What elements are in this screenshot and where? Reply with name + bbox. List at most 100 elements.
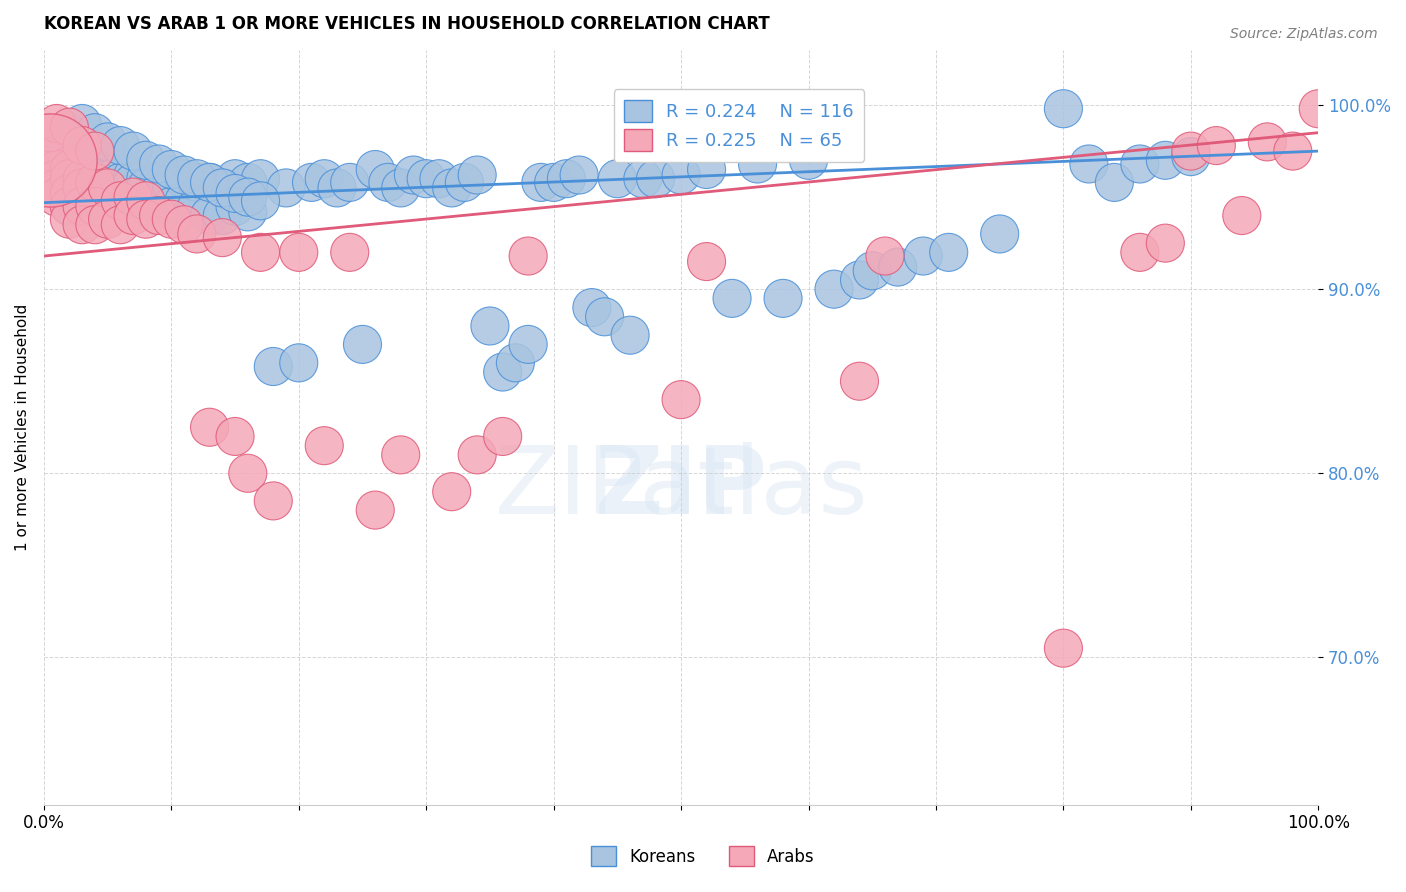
Point xyxy=(848,273,870,287)
Point xyxy=(160,212,183,227)
Point xyxy=(492,365,515,379)
Point xyxy=(70,181,93,195)
Point xyxy=(696,162,718,177)
Point xyxy=(301,175,323,189)
Point xyxy=(160,199,183,213)
Point xyxy=(97,135,120,149)
Point xyxy=(249,171,271,186)
Point xyxy=(224,199,246,213)
Point xyxy=(377,175,399,189)
Point xyxy=(644,171,666,186)
Point xyxy=(696,254,718,268)
Point xyxy=(440,181,463,195)
Point xyxy=(97,190,120,204)
Point xyxy=(45,162,67,177)
Point xyxy=(236,467,259,481)
Point xyxy=(415,171,437,186)
Point xyxy=(135,181,157,195)
Point xyxy=(352,337,374,351)
Point xyxy=(58,199,80,213)
Point xyxy=(97,178,120,192)
Point xyxy=(478,318,501,333)
Point xyxy=(83,162,105,177)
Point xyxy=(339,245,361,260)
Point xyxy=(70,190,93,204)
Point xyxy=(97,171,120,186)
Point xyxy=(1205,138,1227,153)
Point xyxy=(1129,245,1152,260)
Point xyxy=(517,249,540,263)
Point xyxy=(186,199,208,213)
Point xyxy=(198,175,221,189)
Point xyxy=(186,171,208,186)
Point xyxy=(389,448,412,462)
Point xyxy=(1077,157,1099,171)
Point xyxy=(122,209,145,223)
Point xyxy=(912,249,935,263)
Point xyxy=(619,328,641,343)
Point xyxy=(58,199,80,213)
Point xyxy=(274,181,297,195)
Point xyxy=(45,171,67,186)
Point xyxy=(83,194,105,208)
Point xyxy=(1052,102,1074,116)
Point xyxy=(70,116,93,130)
Point xyxy=(1281,144,1303,158)
Point xyxy=(517,337,540,351)
Point xyxy=(236,204,259,219)
Point xyxy=(314,171,336,186)
Point xyxy=(287,245,309,260)
Text: ZIP: ZIP xyxy=(595,442,768,533)
Point xyxy=(148,175,170,189)
Point xyxy=(110,175,132,189)
Point xyxy=(339,175,361,189)
Point xyxy=(110,218,132,232)
Point xyxy=(211,181,233,195)
Point xyxy=(97,157,120,171)
Point xyxy=(186,227,208,241)
Point xyxy=(262,494,284,508)
Point xyxy=(83,126,105,140)
Point xyxy=(70,218,93,232)
Point xyxy=(1256,135,1278,149)
Point xyxy=(211,230,233,244)
Point xyxy=(58,162,80,177)
Point xyxy=(631,171,654,186)
Point xyxy=(122,175,145,189)
Point xyxy=(211,181,233,195)
Point xyxy=(70,153,93,168)
Point xyxy=(58,212,80,227)
Point xyxy=(211,209,233,223)
Point xyxy=(389,181,412,195)
Y-axis label: 1 or more Vehicles in Household: 1 or more Vehicles in Household xyxy=(15,303,30,551)
Point xyxy=(39,181,62,195)
Point xyxy=(1180,150,1202,164)
Text: ZIPatlas: ZIPatlas xyxy=(495,442,868,533)
Point xyxy=(39,126,62,140)
Point xyxy=(58,181,80,195)
Point xyxy=(173,194,195,208)
Point xyxy=(70,138,93,153)
Point xyxy=(453,175,475,189)
Point xyxy=(721,292,744,306)
Point xyxy=(58,190,80,204)
Point xyxy=(70,171,93,186)
Point xyxy=(1180,144,1202,158)
Point xyxy=(886,260,908,274)
Point xyxy=(58,162,80,177)
Point xyxy=(236,175,259,189)
Point xyxy=(110,138,132,153)
Point xyxy=(160,168,183,182)
Point xyxy=(122,168,145,182)
Point xyxy=(988,227,1011,241)
Point xyxy=(593,310,616,324)
Point xyxy=(70,199,93,213)
Point xyxy=(1308,102,1330,116)
Point xyxy=(58,171,80,186)
Point xyxy=(224,429,246,443)
Point xyxy=(860,264,883,278)
Point xyxy=(45,144,67,158)
Point xyxy=(198,175,221,189)
Point xyxy=(568,168,591,182)
Point xyxy=(262,359,284,374)
